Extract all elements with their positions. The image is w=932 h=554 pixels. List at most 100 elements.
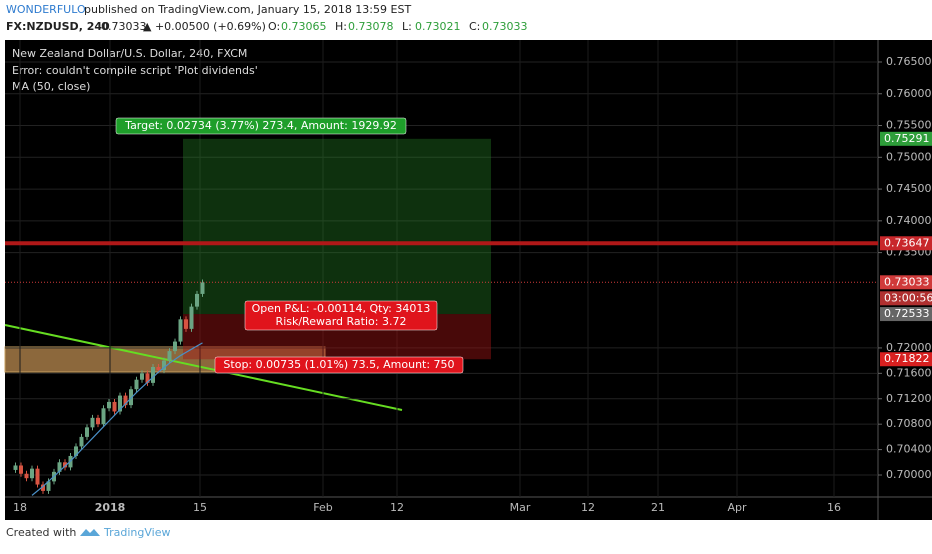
published: published on TradingView.com, January 15… (84, 3, 411, 16)
x-tick-label: 12 (581, 501, 595, 514)
candle (30, 468, 34, 479)
logo (80, 529, 100, 536)
label-text: Open P&L: -0.00114, Qty: 34013 (252, 302, 431, 315)
candle (41, 484, 45, 491)
label-text: Stop: 0.00735 (1.01%) 73.5, Amount: 750 (223, 358, 454, 371)
y-tick-label: 0.71600 (886, 366, 932, 379)
ohlc-key: O: (268, 20, 280, 33)
price-tag (880, 131, 932, 146)
candle (162, 360, 166, 371)
candle (79, 436, 84, 447)
candle (13, 465, 18, 470)
x-tick-label: 21 (651, 501, 665, 514)
x-tick-label: 16 (827, 501, 841, 514)
candle (173, 341, 177, 352)
candle (178, 319, 183, 342)
candle (63, 462, 67, 468)
candle (167, 351, 172, 361)
candle (156, 366, 161, 371)
ma-line (31, 342, 203, 496)
label-box (214, 356, 464, 374)
countdown: 03:00:56 (884, 291, 932, 304)
ohlc-value: 0.73078 (348, 20, 394, 33)
candle (123, 395, 128, 406)
price-tag-label: 0.72533 (884, 307, 930, 320)
author: WONDERFULO (6, 3, 86, 16)
y-tick-label: 0.75000 (886, 150, 932, 163)
candle (189, 306, 194, 329)
candle (145, 373, 150, 383)
last: 0.73033 (101, 20, 147, 33)
y-tick-label: 0.76500 (886, 55, 932, 68)
price-tag (880, 307, 932, 322)
candle (129, 389, 133, 406)
created-with: Created with (6, 526, 76, 539)
y-tick-label: 0.70400 (886, 443, 932, 456)
candle (57, 462, 62, 472)
price-tag-label: 0.71822 (884, 352, 930, 365)
y-tick-label: 0.74000 (886, 214, 932, 227)
candle (96, 417, 100, 425)
chart-area (5, 40, 878, 497)
header: WONDERFULO published on TradingView.com,… (6, 3, 528, 33)
symbol: FX:NZDUSD, 240 (6, 20, 110, 33)
candle (74, 446, 78, 456)
ohlc-value: 0.73033 (482, 20, 528, 33)
ohlc-key: L: (402, 20, 412, 33)
label-box (115, 117, 407, 135)
legend-ma: MA (50, close) (12, 80, 90, 93)
y-tick-label: 0.70000 (886, 468, 932, 481)
y-tick-label: 0.72000 (886, 341, 932, 354)
y-tick-label: 0.74500 (886, 182, 932, 195)
change: ▲ +0.00500 (+0.69%) (143, 20, 266, 33)
candle (200, 282, 205, 294)
price-tag (880, 236, 932, 251)
time-axis (5, 497, 932, 520)
x-tick-label: 12 (390, 501, 404, 514)
ohlc-key: C: (469, 20, 480, 33)
legend-error: Error: couldn't compile script 'Plot div… (12, 64, 258, 77)
x-tick-label: 2018 (95, 501, 126, 514)
label-box (244, 300, 438, 331)
price-tag-label: 0.73033 (884, 275, 930, 288)
candle (24, 473, 29, 479)
candle (85, 427, 89, 437)
candle (35, 468, 40, 485)
candle (151, 366, 155, 383)
countdown-box (880, 291, 932, 306)
label-text: Risk/Reward Ratio: 3.72 (276, 315, 407, 328)
candle (90, 417, 95, 428)
x-tick-label: 15 (193, 501, 207, 514)
label-text: Target: 0.02734 (3.77%) 273.4, Amount: 1… (124, 119, 397, 132)
y-tick-label: 0.71200 (886, 392, 932, 405)
y-tick-label: 0.76000 (886, 87, 932, 100)
ohlc-value: 0.73021 (415, 20, 461, 33)
x-tick-label: Feb (313, 501, 332, 514)
y-tick-label: 0.75500 (886, 119, 932, 132)
candle (134, 379, 139, 390)
candle (19, 465, 23, 474)
target-zone (183, 138, 491, 315)
candle (46, 481, 51, 491)
price-tag (880, 275, 932, 290)
x-tick-label: Apr (727, 501, 747, 514)
price-tag (880, 352, 932, 367)
y-tick-label: 0.70800 (886, 417, 932, 430)
price-axis (878, 40, 932, 497)
candle (112, 401, 117, 412)
trend-line (4, 324, 403, 411)
x-tick-label: Mar (510, 501, 531, 514)
candle (195, 293, 199, 307)
brand: TradingView (103, 526, 170, 539)
candle (107, 401, 111, 409)
x-tick-label: 18 (13, 501, 27, 514)
price-tag-label: 0.73647 (884, 236, 930, 249)
candle (101, 408, 106, 425)
candle (140, 373, 144, 380)
ohlc-value: 0.73065 (281, 20, 327, 33)
legend-title: New Zealand Dollar/U.S. Dollar, 240, FXC… (12, 47, 247, 60)
ohlc-key: H: (335, 20, 347, 33)
candle (184, 319, 188, 329)
